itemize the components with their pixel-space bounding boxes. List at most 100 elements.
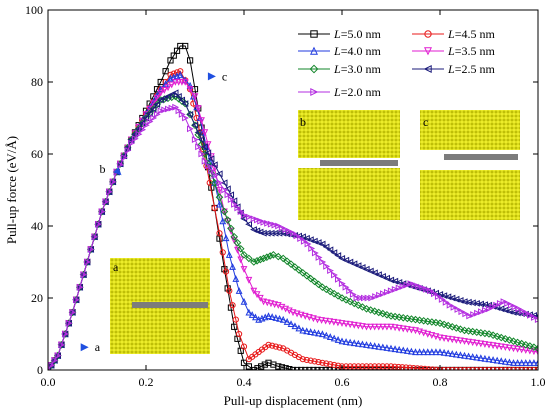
data-point [272, 314, 280, 321]
data-point [299, 356, 306, 363]
data-point [168, 104, 176, 112]
data-point [286, 227, 294, 235]
data-point [485, 355, 493, 363]
inset-a-label: a [113, 260, 119, 274]
annotation-label: c [222, 69, 227, 83]
data-point [257, 217, 265, 225]
data-point [350, 339, 358, 347]
data-point [346, 321, 354, 329]
data-point [383, 274, 391, 282]
data-point [90, 232, 99, 241]
data-point [342, 256, 350, 264]
data-point [245, 254, 253, 263]
data-point [362, 265, 370, 273]
data-point [327, 267, 334, 275]
data-point [431, 290, 438, 298]
data-point [534, 359, 538, 366]
data-point [201, 157, 209, 165]
data-point [229, 302, 236, 309]
data-point [412, 327, 419, 335]
data-point [465, 338, 472, 346]
annotation-b: b [100, 162, 122, 176]
data-point [485, 330, 493, 338]
data-point [153, 101, 161, 108]
data-point [80, 271, 88, 279]
data-point [347, 363, 354, 370]
data-point [318, 317, 325, 324]
y-axis-title: Pull-up force (eV/Å) [4, 136, 19, 244]
data-point [245, 276, 253, 284]
data-point [310, 277, 319, 286]
x-tick-label: 0.6 [335, 375, 350, 389]
data-point [306, 236, 314, 244]
data-point [106, 188, 113, 196]
data-point [354, 339, 362, 347]
series-7 [48, 103, 538, 370]
data-point [379, 343, 387, 351]
data-point [452, 336, 460, 344]
data-point [186, 110, 194, 118]
data-point [198, 117, 205, 125]
data-point [266, 252, 274, 260]
data-point [174, 94, 183, 103]
data-point [289, 229, 297, 237]
data-point [234, 204, 242, 212]
data-point [53, 351, 62, 360]
data-point [521, 340, 530, 349]
data-point [307, 328, 315, 335]
data-point [489, 331, 497, 340]
data-point [249, 258, 258, 266]
data-point [293, 310, 301, 318]
data-point [371, 323, 379, 331]
data-point [275, 229, 283, 237]
y-tick-label: 80 [31, 75, 43, 89]
data-point [237, 256, 245, 264]
data-point [173, 47, 181, 54]
data-point [311, 249, 319, 257]
data-point [318, 240, 326, 248]
data-point [303, 234, 310, 242]
data-point [514, 359, 521, 366]
data-point [506, 344, 513, 352]
data-point [338, 294, 346, 302]
data-point [170, 70, 177, 77]
x-tick-label: 0.0 [41, 375, 56, 389]
data-point [315, 254, 323, 261]
data-point [534, 348, 538, 356]
data-point [186, 81, 194, 89]
legend-marker [423, 47, 433, 56]
data-point [493, 301, 501, 309]
data-point [367, 341, 374, 349]
data-point [167, 57, 174, 64]
data-point [489, 342, 497, 350]
data-point [354, 301, 363, 310]
data-point [253, 216, 261, 224]
data-point [161, 106, 169, 114]
data-point [308, 245, 316, 252]
data-point [283, 257, 291, 266]
data-point [346, 258, 354, 266]
data-point [265, 341, 272, 348]
data-point [61, 330, 69, 338]
data-point [135, 130, 143, 138]
data-point [236, 330, 243, 338]
data-point [501, 357, 509, 365]
data-point [461, 351, 468, 359]
data-point [371, 363, 378, 370]
data-point [65, 319, 73, 327]
data-point [248, 311, 256, 318]
data-point [323, 262, 331, 270]
data-point [177, 68, 184, 75]
data-point [178, 110, 186, 118]
data-point [338, 280, 346, 288]
data-point [149, 105, 157, 113]
data-point [253, 291, 261, 299]
data-point [330, 289, 338, 298]
data-point [380, 290, 387, 298]
data-point [383, 323, 391, 331]
data-point [295, 266, 303, 274]
legend-label: L=2.0 nm [333, 85, 381, 99]
data-point [211, 172, 219, 180]
data-point [256, 255, 265, 264]
data-point [109, 178, 117, 186]
